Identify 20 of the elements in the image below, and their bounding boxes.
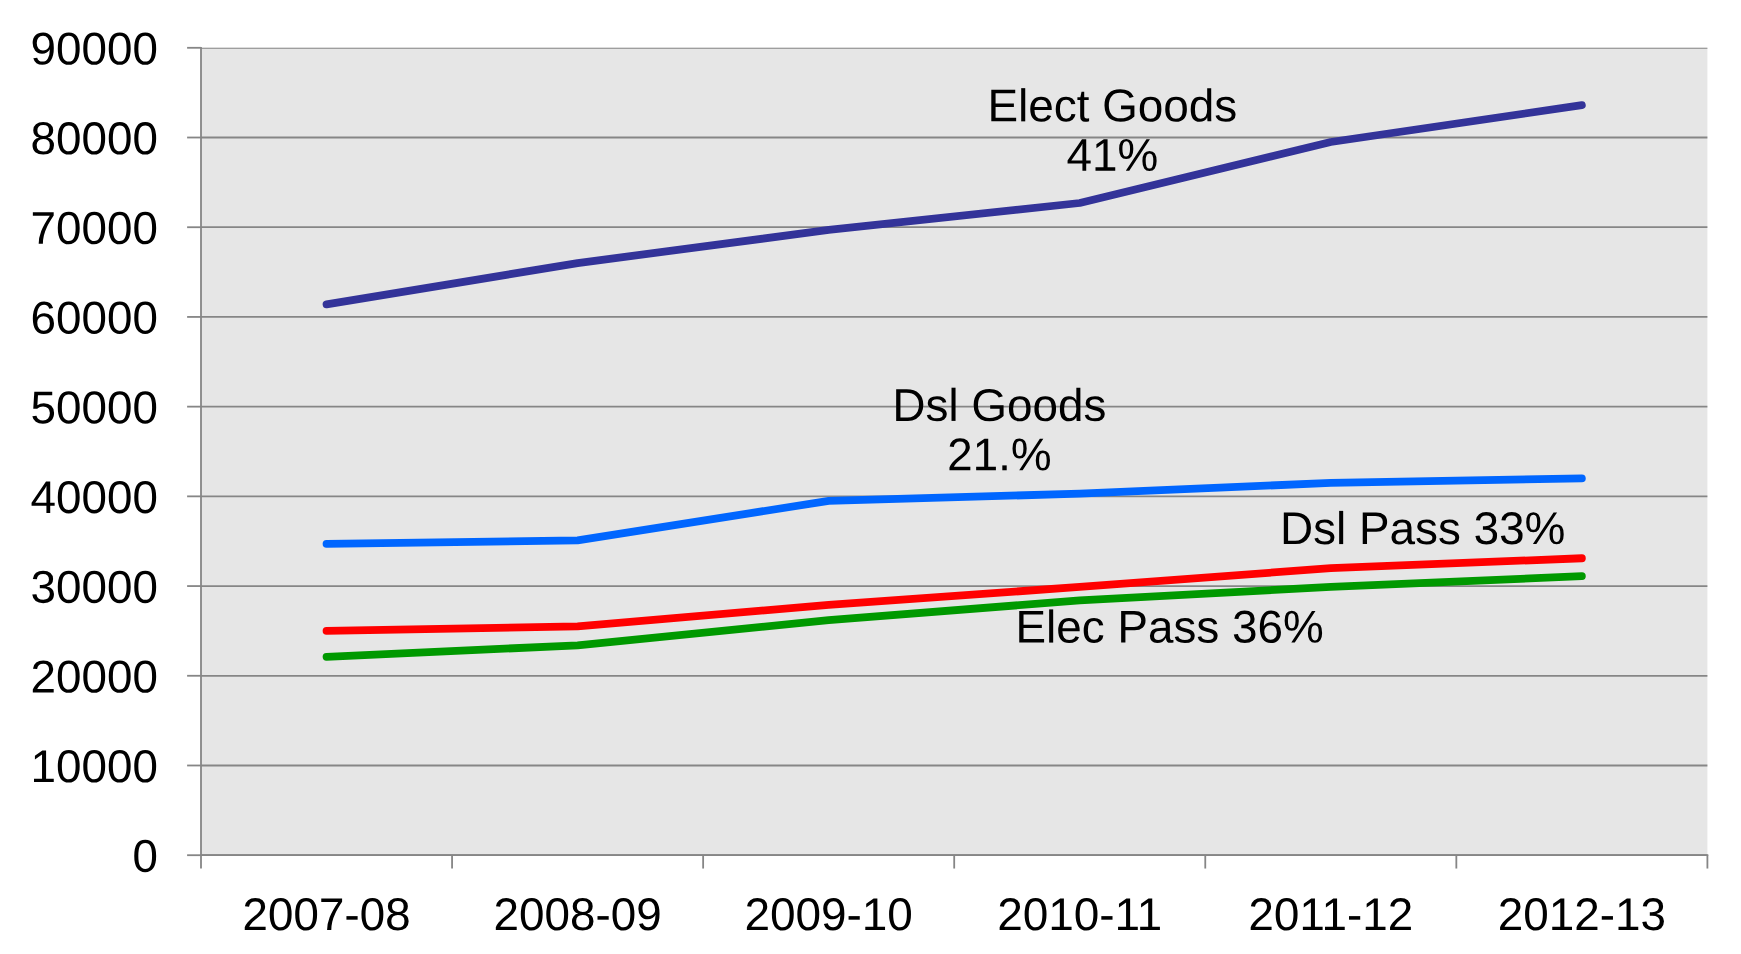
y-tick-label: 20000 [32, 660, 157, 693]
y-tick-label: 80000 [32, 122, 157, 155]
x-tick-label: 2010-11 [999, 898, 1160, 931]
y-tick-label: 60000 [32, 301, 157, 334]
y-tick-label: 70000 [32, 211, 157, 245]
y-tick-label: 40000 [31, 480, 157, 514]
y-tick-label: 90000 [32, 32, 157, 65]
x-tick-label: 2012-13 [1500, 898, 1664, 931]
series-label: Dsl Goods 21.% [896, 387, 1105, 471]
x-tick-label: 2009-10 [746, 898, 911, 931]
y-tick-label: 0 [134, 839, 157, 873]
x-tick-label: 2011-12 [1250, 898, 1411, 931]
x-tick-label: 2007-08 [244, 898, 409, 931]
x-tick-label: 2008-09 [495, 898, 660, 931]
series-label: Elec Pass 36% [1019, 609, 1323, 644]
y-tick-label: 10000 [34, 750, 157, 783]
series-label: Elect Goods 41% [991, 88, 1236, 171]
y-tick-label: 50000 [32, 391, 157, 424]
y-tick-label: 30000 [32, 570, 157, 604]
series-label: Dsl Pass 33% [1283, 510, 1564, 545]
